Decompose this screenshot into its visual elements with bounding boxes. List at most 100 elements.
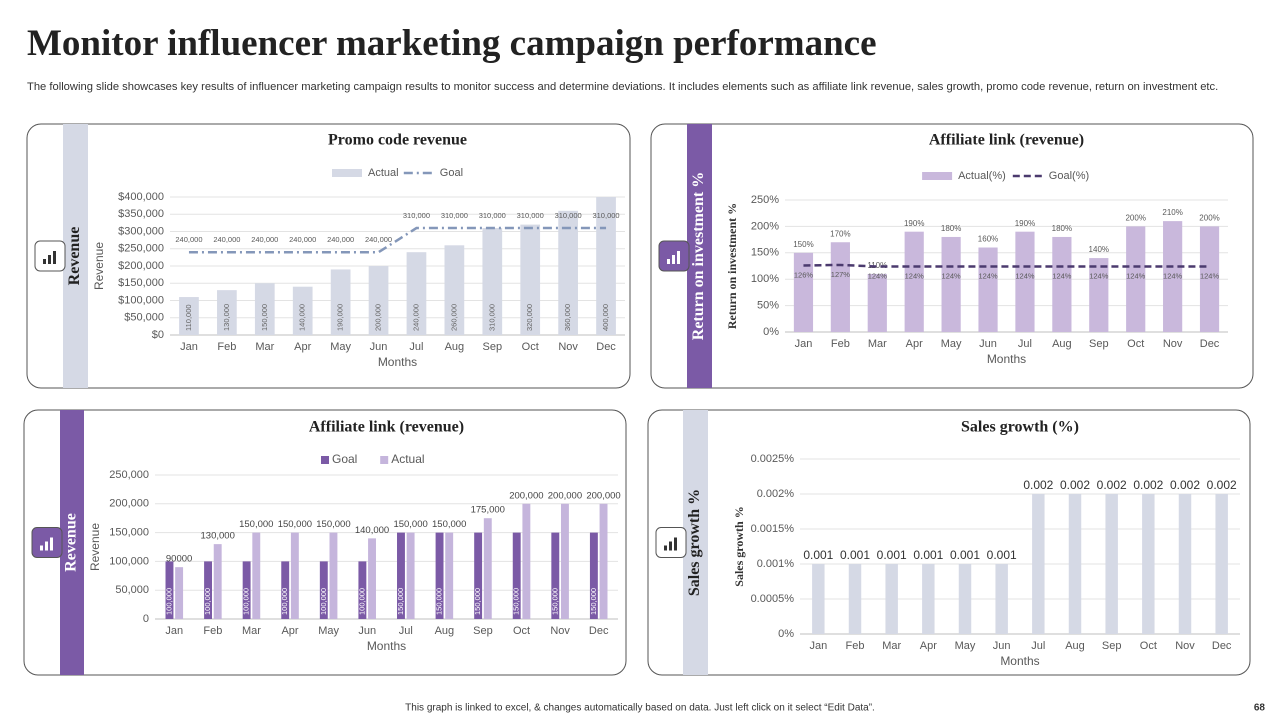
data-label: 170%	[830, 229, 850, 238]
icon-glyph	[43, 259, 46, 264]
bar	[1089, 258, 1109, 332]
x-tick-label: Jan	[165, 625, 183, 637]
y-axis-label: Sales growth %	[732, 506, 746, 586]
bar	[1068, 494, 1082, 634]
x-tick-label: Feb	[831, 338, 850, 350]
data-label: 140,000	[298, 304, 307, 331]
x-tick-label: May	[318, 625, 339, 637]
bar	[444, 245, 465, 335]
x-axis-label: Months	[367, 639, 406, 653]
x-tick-label: Jan	[809, 640, 827, 652]
y-tick-label: 150,000	[109, 527, 149, 539]
x-tick-label: Mar	[242, 625, 261, 637]
data-label: 110%	[867, 261, 887, 270]
x-tick-label: Apr	[906, 338, 923, 350]
data-label: 0.002	[1023, 478, 1053, 492]
x-tick-label: Dec	[1212, 640, 1232, 652]
data-label: 150%	[793, 240, 813, 249]
line	[188, 226, 607, 254]
icon-glyph	[45, 541, 48, 551]
bar	[558, 210, 578, 335]
bar	[596, 197, 616, 335]
data-label: 150,000	[396, 588, 405, 615]
bar	[1215, 494, 1228, 634]
data-label: 124%	[942, 272, 962, 281]
y-axis-label: Revenue	[92, 242, 106, 290]
bar	[885, 564, 898, 634]
icon-glyph	[677, 251, 680, 264]
side-label: Revenue	[63, 513, 80, 572]
data-label: 0.001	[803, 548, 833, 562]
data-label: 110,000	[184, 304, 193, 331]
bar	[242, 561, 251, 619]
y-tick-label: 0%	[763, 326, 779, 338]
x-tick-label: Jun	[993, 640, 1011, 652]
y-tick-label: 150%	[751, 247, 779, 259]
bar	[848, 564, 862, 634]
data-label: 124%	[905, 272, 925, 281]
data-label: 310,000	[403, 211, 430, 220]
data-label: 150,000	[260, 304, 269, 331]
side-strip	[60, 410, 84, 675]
x-tick-label: Nov	[558, 341, 578, 353]
legend-label: Actual(%)	[958, 170, 1006, 182]
x-tick-label: Nov	[1175, 640, 1195, 652]
data-label: 180%	[941, 224, 961, 233]
data-label: 150,000	[473, 588, 482, 615]
x-tick-label: Aug	[445, 341, 465, 353]
legend-swatch	[321, 456, 329, 464]
data-label: 90000	[166, 554, 192, 565]
x-tick-label: Jul	[409, 341, 423, 353]
data-label: 130,000	[201, 531, 235, 542]
data-label: 0.001	[987, 548, 1017, 562]
data-label: 320,000	[525, 304, 534, 331]
bar	[329, 532, 338, 619]
y-tick-label: $100,000	[118, 294, 164, 306]
icon-glyph	[674, 537, 677, 551]
bar	[589, 532, 598, 619]
y-tick-label: 200,000	[109, 498, 149, 510]
x-tick-label: Dec	[1200, 338, 1220, 350]
icon-glyph	[669, 541, 672, 551]
side-strip	[687, 124, 712, 388]
side-label: Revenue	[66, 227, 83, 286]
y-tick-label: 0.0005%	[751, 593, 795, 605]
legend-label: Actual	[368, 167, 399, 179]
bar	[213, 544, 222, 619]
chart-panel: Revenue Affiliate link (revenue) 0 50,000 10…	[23, 409, 627, 676]
data-label: 124%	[1200, 272, 1220, 281]
x-tick-label: Aug	[435, 625, 455, 637]
data-label: 150,000	[435, 588, 444, 615]
chart-title: Sales growth (%)	[961, 419, 1079, 436]
data-label: 0.002	[1133, 478, 1163, 492]
data-label: 200,000	[586, 490, 620, 501]
legend-label: Goal	[440, 167, 463, 179]
data-label: 0.001	[950, 548, 980, 562]
x-tick-label: Nov	[1163, 338, 1183, 350]
data-label: 360,000	[563, 304, 572, 331]
x-tick-label: Feb	[203, 625, 222, 637]
chart-panel: Sales growth % Sales growth (%) 0% 0.0005% 0…	[647, 409, 1251, 676]
data-label: 0.002	[1097, 478, 1127, 492]
x-tick-label: Sep	[1102, 640, 1122, 652]
data-label: 400,000	[601, 304, 610, 331]
chart-panel: Return on investment % Affiliate link (re…	[650, 123, 1254, 389]
bar	[319, 561, 328, 619]
y-axis-label: Revenue	[88, 523, 102, 571]
y-tick-label: 250,000	[109, 469, 149, 481]
icon-glyph	[667, 259, 670, 264]
data-label: 100,000	[203, 588, 212, 615]
x-tick-label: Feb	[846, 640, 865, 652]
data-label: 190,000	[336, 304, 345, 331]
bar	[330, 269, 351, 335]
bar	[368, 266, 389, 335]
side-label: Sales growth %	[686, 489, 703, 596]
data-label: 124%	[868, 272, 888, 281]
x-tick-label: Aug	[1065, 640, 1085, 652]
x-tick-label: Apr	[281, 625, 298, 637]
data-label: 124%	[1015, 272, 1035, 281]
data-label: 310,000	[555, 211, 582, 220]
bar	[551, 532, 560, 619]
y-tick-label: 0.0015%	[751, 523, 795, 535]
y-tick-label: 50%	[757, 300, 779, 312]
